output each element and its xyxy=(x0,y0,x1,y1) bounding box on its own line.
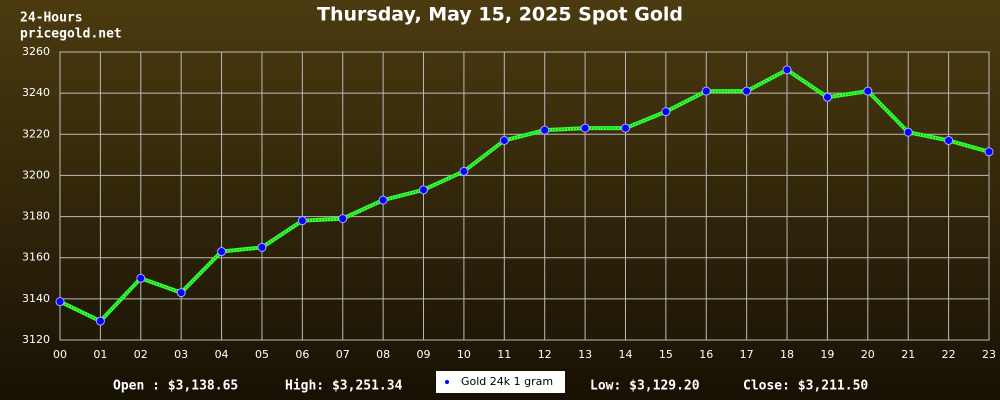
x-tick-label: 22 xyxy=(942,348,956,361)
x-tick-label: 23 xyxy=(982,348,996,361)
data-point xyxy=(136,273,146,283)
data-point xyxy=(378,195,388,205)
data-point xyxy=(822,92,832,102)
data-point xyxy=(55,297,65,307)
data-point xyxy=(297,216,307,226)
x-tick-label: 17 xyxy=(740,348,754,361)
x-tick-label: 16 xyxy=(699,348,713,361)
subtitle: 24-Hours xyxy=(20,11,83,26)
line xyxy=(59,67,990,324)
chart-title: Thursday, May 15, 2025 Spot Gold xyxy=(317,4,683,26)
y-tick-label: 3120 xyxy=(22,333,50,346)
x-tick-label: 08 xyxy=(376,348,390,361)
subtitle: pricegold.net xyxy=(20,27,122,42)
close-stat: Close: $3,211.50 xyxy=(743,379,868,394)
data-point xyxy=(176,288,186,298)
x-tick-label: 07 xyxy=(336,348,350,361)
x-tick-label: 20 xyxy=(861,348,875,361)
data-point xyxy=(903,127,913,137)
open-stat: Open : $3,138.65 xyxy=(113,379,238,394)
y-tick-label: 3220 xyxy=(22,127,50,140)
data-point xyxy=(620,123,630,133)
x-tick-label: 15 xyxy=(659,348,673,361)
data-point xyxy=(661,107,671,117)
data-point xyxy=(782,65,792,75)
x-tick-label: 06 xyxy=(295,348,309,361)
x-tick-label: 00 xyxy=(53,348,67,361)
x-tick-label: 03 xyxy=(174,348,188,361)
legend-label: Gold 24k 1 gram xyxy=(461,375,553,388)
data-point xyxy=(742,86,752,96)
x-tick-label: 13 xyxy=(578,348,592,361)
data-point xyxy=(419,185,429,195)
y-tick-label: 3200 xyxy=(22,168,50,181)
x-tick-label: 11 xyxy=(497,348,511,361)
x-tick-label: 02 xyxy=(134,348,148,361)
x-tick-label: 19 xyxy=(820,348,834,361)
legend-marker xyxy=(445,380,449,384)
x-tick-label: 05 xyxy=(255,348,269,361)
data-point xyxy=(580,123,590,133)
data-point xyxy=(257,242,267,252)
x-tick-label: 09 xyxy=(417,348,431,361)
high-stat: High: $3,251.34 xyxy=(285,379,403,394)
y-tick-label: 3240 xyxy=(22,86,50,99)
data-point xyxy=(863,86,873,96)
x-tick-label: 01 xyxy=(93,348,107,361)
data-point xyxy=(459,166,469,176)
x-tick-label: 10 xyxy=(457,348,471,361)
x-tick-label: 18 xyxy=(780,348,794,361)
data-point xyxy=(701,86,711,96)
data-point xyxy=(338,214,348,224)
y-tick-label: 3160 xyxy=(22,251,50,264)
low-stat: Low: $3,129.20 xyxy=(590,379,700,394)
y-tick-label: 3180 xyxy=(22,210,50,223)
x-tick-label: 14 xyxy=(618,348,632,361)
y-tick-label: 3140 xyxy=(22,292,50,305)
x-tick-label: 21 xyxy=(901,348,915,361)
legend xyxy=(436,371,565,393)
data-point xyxy=(95,316,105,326)
x-tick-label: 12 xyxy=(538,348,552,361)
x-tick-label: 04 xyxy=(215,348,229,361)
data-point xyxy=(540,125,550,135)
data-point xyxy=(499,135,509,145)
data-point xyxy=(984,147,994,157)
y-tick-label: 3260 xyxy=(22,45,50,58)
data-point xyxy=(217,247,227,257)
data-point xyxy=(944,135,954,145)
